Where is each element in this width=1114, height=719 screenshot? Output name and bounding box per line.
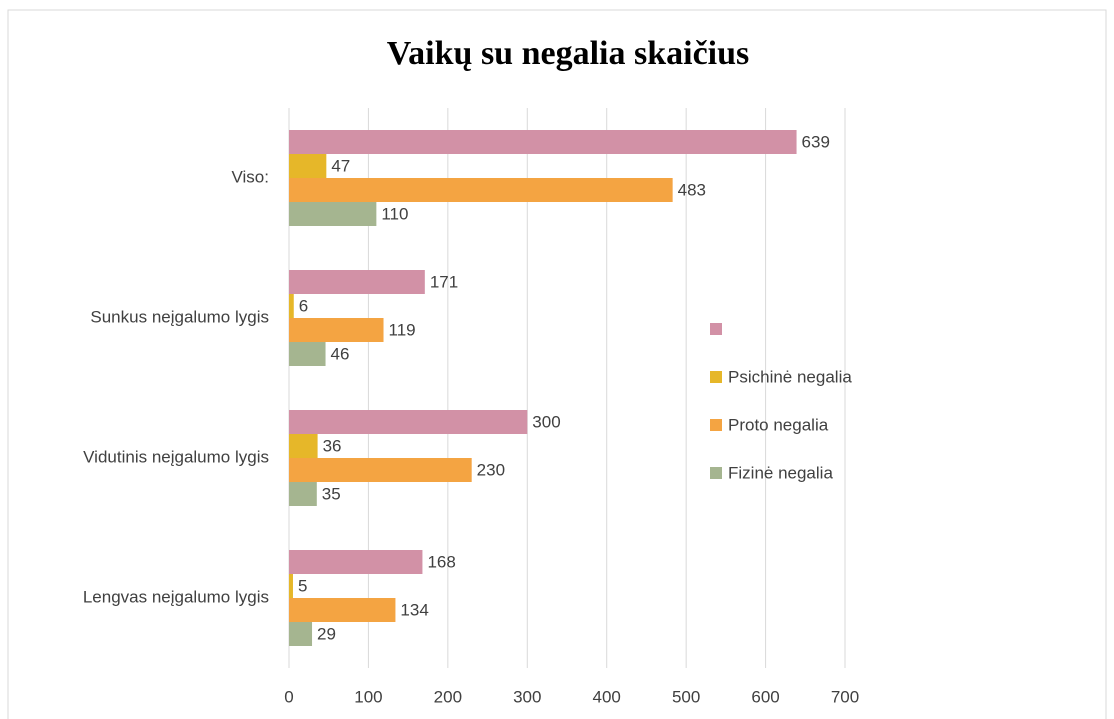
x-tick-label: 400	[593, 687, 621, 706]
x-tick-label: 300	[513, 687, 541, 706]
bar	[289, 130, 797, 154]
legend-label: Psichinė negalia	[728, 367, 852, 386]
bar	[289, 294, 294, 318]
bar	[289, 458, 472, 482]
bar	[289, 154, 327, 178]
legend-swatch	[710, 371, 722, 383]
data-label: 47	[331, 156, 350, 175]
data-label: 29	[317, 624, 336, 643]
legend-swatch	[710, 323, 722, 335]
x-tick-label: 700	[831, 687, 859, 706]
y-tick-label: Lengvas neįgalumo lygis	[83, 587, 269, 606]
bar	[289, 202, 377, 226]
x-tick-label: 0	[284, 687, 293, 706]
data-label: 5	[298, 576, 307, 595]
data-label: 134	[400, 600, 428, 619]
legend-swatch	[710, 467, 722, 479]
data-label: 119	[389, 320, 416, 339]
data-label: 168	[427, 552, 455, 571]
data-label: 230	[477, 460, 505, 479]
legend-label: Proto negalia	[728, 415, 829, 434]
bar	[289, 270, 425, 294]
data-label: 6	[299, 296, 308, 315]
bar	[289, 318, 384, 342]
y-tick-label: Vidutinis neįgalumo lygis	[83, 447, 269, 466]
chart-title: Vaikų su negalia skaičius	[387, 35, 750, 72]
data-label: 110	[381, 204, 408, 223]
bar	[289, 434, 318, 458]
bar	[289, 410, 528, 434]
data-label: 171	[430, 272, 458, 291]
chart-frame	[7, 9, 1107, 719]
data-label: 46	[331, 344, 350, 363]
data-label: 639	[802, 132, 830, 151]
x-tick-label: 500	[672, 687, 700, 706]
x-tick-label: 600	[751, 687, 779, 706]
legend-label: Fizinė negalia	[728, 463, 833, 482]
data-label: 300	[532, 412, 560, 431]
data-label: 35	[322, 484, 341, 503]
bar	[289, 482, 317, 506]
bar	[289, 598, 396, 622]
bar	[289, 178, 673, 202]
bar	[289, 574, 293, 598]
bar	[289, 622, 313, 646]
x-tick-label: 200	[434, 687, 462, 706]
legend-swatch	[710, 419, 722, 431]
bar	[289, 342, 326, 366]
bar	[289, 550, 423, 574]
y-tick-label: Sunkus neįgalumo lygis	[90, 307, 269, 326]
data-label: 483	[678, 180, 706, 199]
x-tick-label: 100	[354, 687, 382, 706]
data-label: 36	[323, 436, 342, 455]
y-tick-label: Viso:	[232, 167, 270, 186]
